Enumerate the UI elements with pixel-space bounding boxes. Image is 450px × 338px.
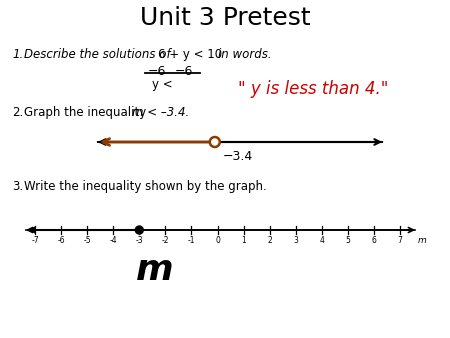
Text: m: m [418,236,427,245]
Text: 6: 6 [372,236,376,245]
Text: 7: 7 [397,236,402,245]
Circle shape [135,226,143,234]
Text: 3: 3 [293,236,298,245]
Text: y <: y < [152,78,173,91]
Text: in words.: in words. [218,48,272,61]
Text: 3.: 3. [12,180,23,193]
Text: −6: −6 [175,65,194,78]
Text: 1: 1 [241,236,246,245]
Text: −6: −6 [148,65,166,78]
Text: 5: 5 [346,236,350,245]
Text: 2: 2 [267,236,272,245]
Text: Graph the inequality: Graph the inequality [24,106,146,119]
Text: −3.4: −3.4 [223,150,253,163]
Text: Unit 3 Pretest: Unit 3 Pretest [140,6,310,30]
Text: Write the inequality shown by the graph.: Write the inequality shown by the graph. [24,180,267,193]
Text: -6: -6 [57,236,65,245]
Text: " y is less than 4.": " y is less than 4." [238,80,388,98]
Text: -5: -5 [83,236,91,245]
Text: -7: -7 [31,236,39,245]
Text: Describe the solutions of: Describe the solutions of [24,48,171,61]
Text: -1: -1 [188,236,195,245]
Text: -4: -4 [109,236,117,245]
Circle shape [210,137,220,147]
Text: -3: -3 [135,236,143,245]
Text: m < –3.4.: m < –3.4. [132,106,189,119]
Text: 1.: 1. [12,48,23,61]
Text: 6 + y < 10: 6 + y < 10 [158,48,222,61]
Text: -2: -2 [162,236,169,245]
Text: 0: 0 [215,236,220,245]
Text: m: m [136,253,174,287]
Text: 4: 4 [320,236,324,245]
Text: 2.: 2. [12,106,23,119]
